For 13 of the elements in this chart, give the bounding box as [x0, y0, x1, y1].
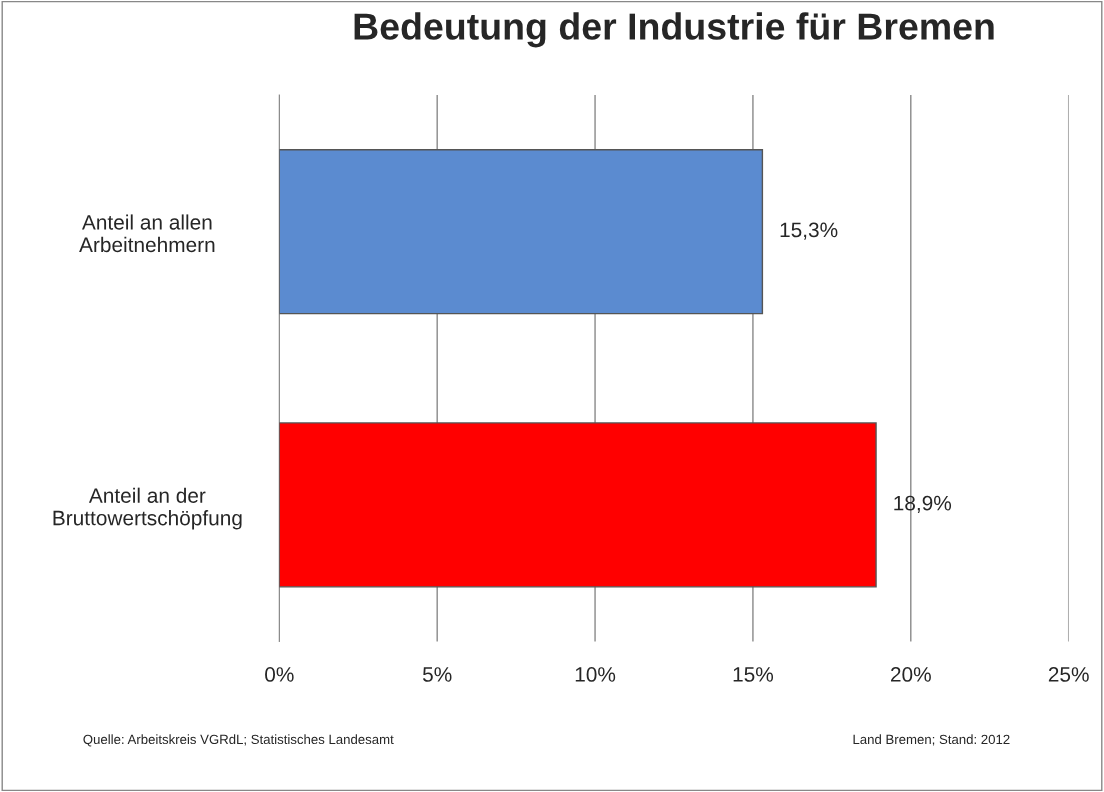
x-tick-label: 10%	[575, 667, 616, 682]
x-tick-label: 0%	[265, 667, 294, 682]
y-tick-label: Anteil an allen Arbeitnehmern	[79, 214, 215, 253]
x-tick-label: 20%	[891, 667, 931, 682]
chart-title: Bedeutung der Industrie für Bremen	[354, 12, 994, 48]
source-note: Quelle: Arbeitskreis VGRdL; Statistisches Landesamt	[83, 734, 394, 747]
data-label: 15,3%	[780, 222, 838, 240]
y-tick-label: Anteil an der Bruttowertschöpfung	[53, 487, 242, 530]
x-tick-label: 5%	[422, 667, 452, 682]
text: Land Bremen; Stand: 2012	[853, 734, 1010, 746]
data-label: 18,9%	[894, 495, 952, 513]
x-tick-label: 25%	[1048, 667, 1089, 682]
x-tick-label: 15%	[733, 667, 774, 682]
